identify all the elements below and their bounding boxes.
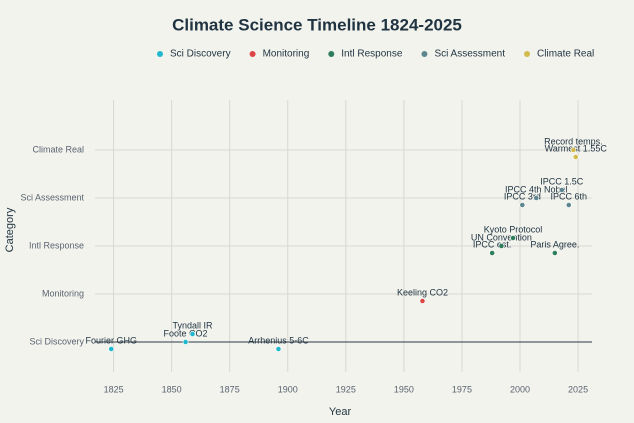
point <box>498 243 505 249</box>
point <box>189 331 196 337</box>
legend-label: Intl Response <box>341 49 403 60</box>
point <box>533 195 540 201</box>
y-tick-label: Intl Response <box>29 240 84 250</box>
point-label: IPCC 4th Nobel <box>505 184 568 194</box>
x-tick-label: 1875 <box>220 384 240 394</box>
legend-label: Climate Real <box>537 49 594 60</box>
legend-marker <box>157 51 163 57</box>
point-label: IPCC est. <box>473 239 512 249</box>
chart-title: Climate Science Timeline 1824-2025 <box>172 15 462 34</box>
legend-marker <box>249 51 256 57</box>
y-tick-label: Monitoring <box>42 288 84 298</box>
point-label: Arrhenius 5-6C <box>248 335 309 345</box>
x-tick-label: 1825 <box>104 384 124 394</box>
y-tick-label: Climate Real <box>32 144 84 154</box>
x-tick-label: 1950 <box>394 384 414 394</box>
point <box>510 235 516 241</box>
point <box>489 250 496 256</box>
point-label: IPCC 6th <box>551 191 588 201</box>
point <box>419 298 426 304</box>
legend-label: Monitoring <box>263 49 310 60</box>
point-label: Record temps. <box>544 136 603 146</box>
x-tick-label: 1925 <box>336 384 356 394</box>
x-tick-label: 2000 <box>510 384 530 394</box>
point-label: IPCC 3rd <box>504 191 541 201</box>
x-tick-label: 1975 <box>452 384 472 394</box>
point-label: Warmest 1.55C <box>545 143 608 153</box>
point <box>572 154 579 160</box>
y-tick-label: Sci Discovery <box>29 336 84 346</box>
point-label: Keeling CO2 <box>397 287 448 297</box>
x-tick-label: 2025 <box>568 384 588 394</box>
legend-label: Sci Discovery <box>170 49 231 60</box>
point-label: Foote CO2 <box>164 328 208 338</box>
point <box>182 339 189 345</box>
point <box>570 147 577 153</box>
point <box>551 250 558 256</box>
point-label: Tyndall IR <box>173 320 214 330</box>
point <box>108 346 115 352</box>
point <box>565 202 572 208</box>
legend-marker <box>328 51 335 57</box>
point <box>275 346 282 352</box>
y-axis-title: Category <box>4 207 16 252</box>
point-label: Paris Agree. <box>530 239 579 249</box>
point-label: Kyoto Protocol <box>484 224 543 234</box>
legend-marker <box>421 51 428 57</box>
legend-marker <box>524 51 531 57</box>
y-tick-label: Sci Assessment <box>20 192 84 202</box>
point-label: UN Convention <box>471 232 532 242</box>
point <box>519 202 526 208</box>
point-label: Fourier GHG <box>85 335 137 345</box>
legend-label: Sci Assessment <box>434 49 505 60</box>
x-axis-title: Year <box>329 406 352 418</box>
point <box>558 187 565 193</box>
x-tick-label: 1900 <box>278 384 298 394</box>
x-tick-label: 1850 <box>162 384 182 394</box>
point-label: IPCC 1.5C <box>540 176 584 186</box>
